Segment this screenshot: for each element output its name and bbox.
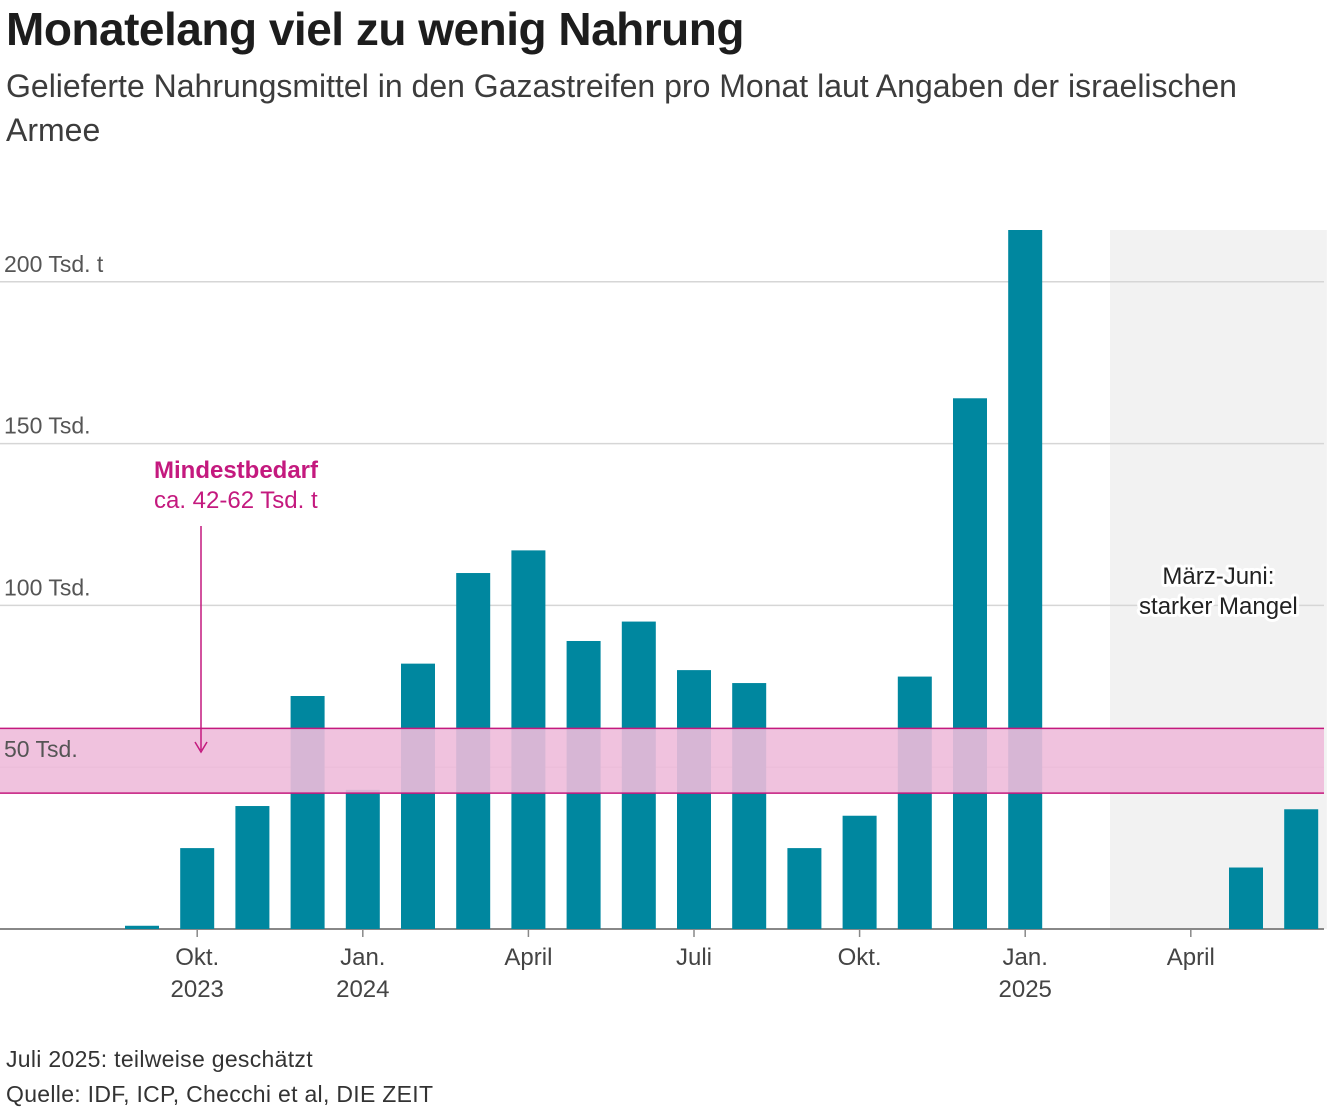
y-tick-label: 200 Tsd. t [4, 251, 104, 277]
x-tick-label: April [504, 944, 552, 971]
bar-2024-09 [787, 848, 822, 929]
x-tick-label: Okt. [838, 944, 882, 971]
bar-2024-08 [732, 683, 767, 929]
bar-2025-05 [1229, 867, 1263, 929]
band-arrow-head [194, 741, 208, 754]
y-tick-label: 150 Tsd. [4, 413, 91, 439]
bar-2025-06 [1284, 809, 1319, 929]
footnote: Juli 2025: teilweise geschätzt [6, 1046, 313, 1072]
x-tick-year: 2023 [171, 976, 224, 1003]
shade-label-halo: starker Mangel [1139, 593, 1298, 620]
x-tick-label: April [1167, 944, 1215, 971]
x-tick-year: 2024 [336, 976, 389, 1003]
bar-chart: 200 Tsd. t 150 Tsd. 100 Tsd. 50 Tsd. Mindest… [0, 230, 1327, 1003]
x-tick-label: Okt. [175, 944, 219, 971]
bar-2023-11 [235, 806, 270, 929]
requirement-band [0, 728, 1324, 794]
bar-2024-07 [677, 670, 711, 929]
bar-2024-01 [345, 789, 380, 929]
bar-2024-12 [953, 398, 987, 929]
band-sublabel: ca. 42-62 Tsd. t [154, 487, 318, 514]
chart-title: Monatelang viel zu wenig Nahrung [6, 3, 744, 55]
grid-layer [0, 281, 1324, 937]
x-tick-label: Jan. [1003, 944, 1048, 971]
shade-label-line1: März-Juni: [1162, 563, 1274, 590]
bar-2024-11 [897, 676, 932, 929]
source-note: Quelle: IDF, ICP, Checchi et al, DIE ZEI… [6, 1081, 434, 1107]
band-layer [0, 727, 1324, 794]
band-label: Mindestbedarf [154, 457, 319, 484]
x-tick-label: Jan. [340, 944, 385, 971]
shade-label-halo: März-Juni: [1162, 563, 1274, 590]
x-tick-year: 2025 [999, 976, 1052, 1003]
y-tick-label: 50 Tsd. [4, 736, 78, 762]
shade-label-line2: starker Mangel [1139, 593, 1298, 620]
bar-2025-01 [1008, 230, 1043, 929]
chart-subtitle: Gelieferte Nahrungsmittel in den Gazastr… [6, 68, 1237, 148]
bar-2024-10 [842, 815, 877, 929]
bar-2023-09 [125, 925, 159, 929]
x-tick-label: Juli [676, 944, 712, 971]
bar-2024-02 [401, 663, 435, 929]
y-tick-label: 100 Tsd. [4, 574, 91, 600]
bar-2023-10 [180, 848, 215, 929]
label-layer: 200 Tsd. t 150 Tsd. 100 Tsd. 50 Tsd. Mindest… [4, 251, 1301, 1003]
